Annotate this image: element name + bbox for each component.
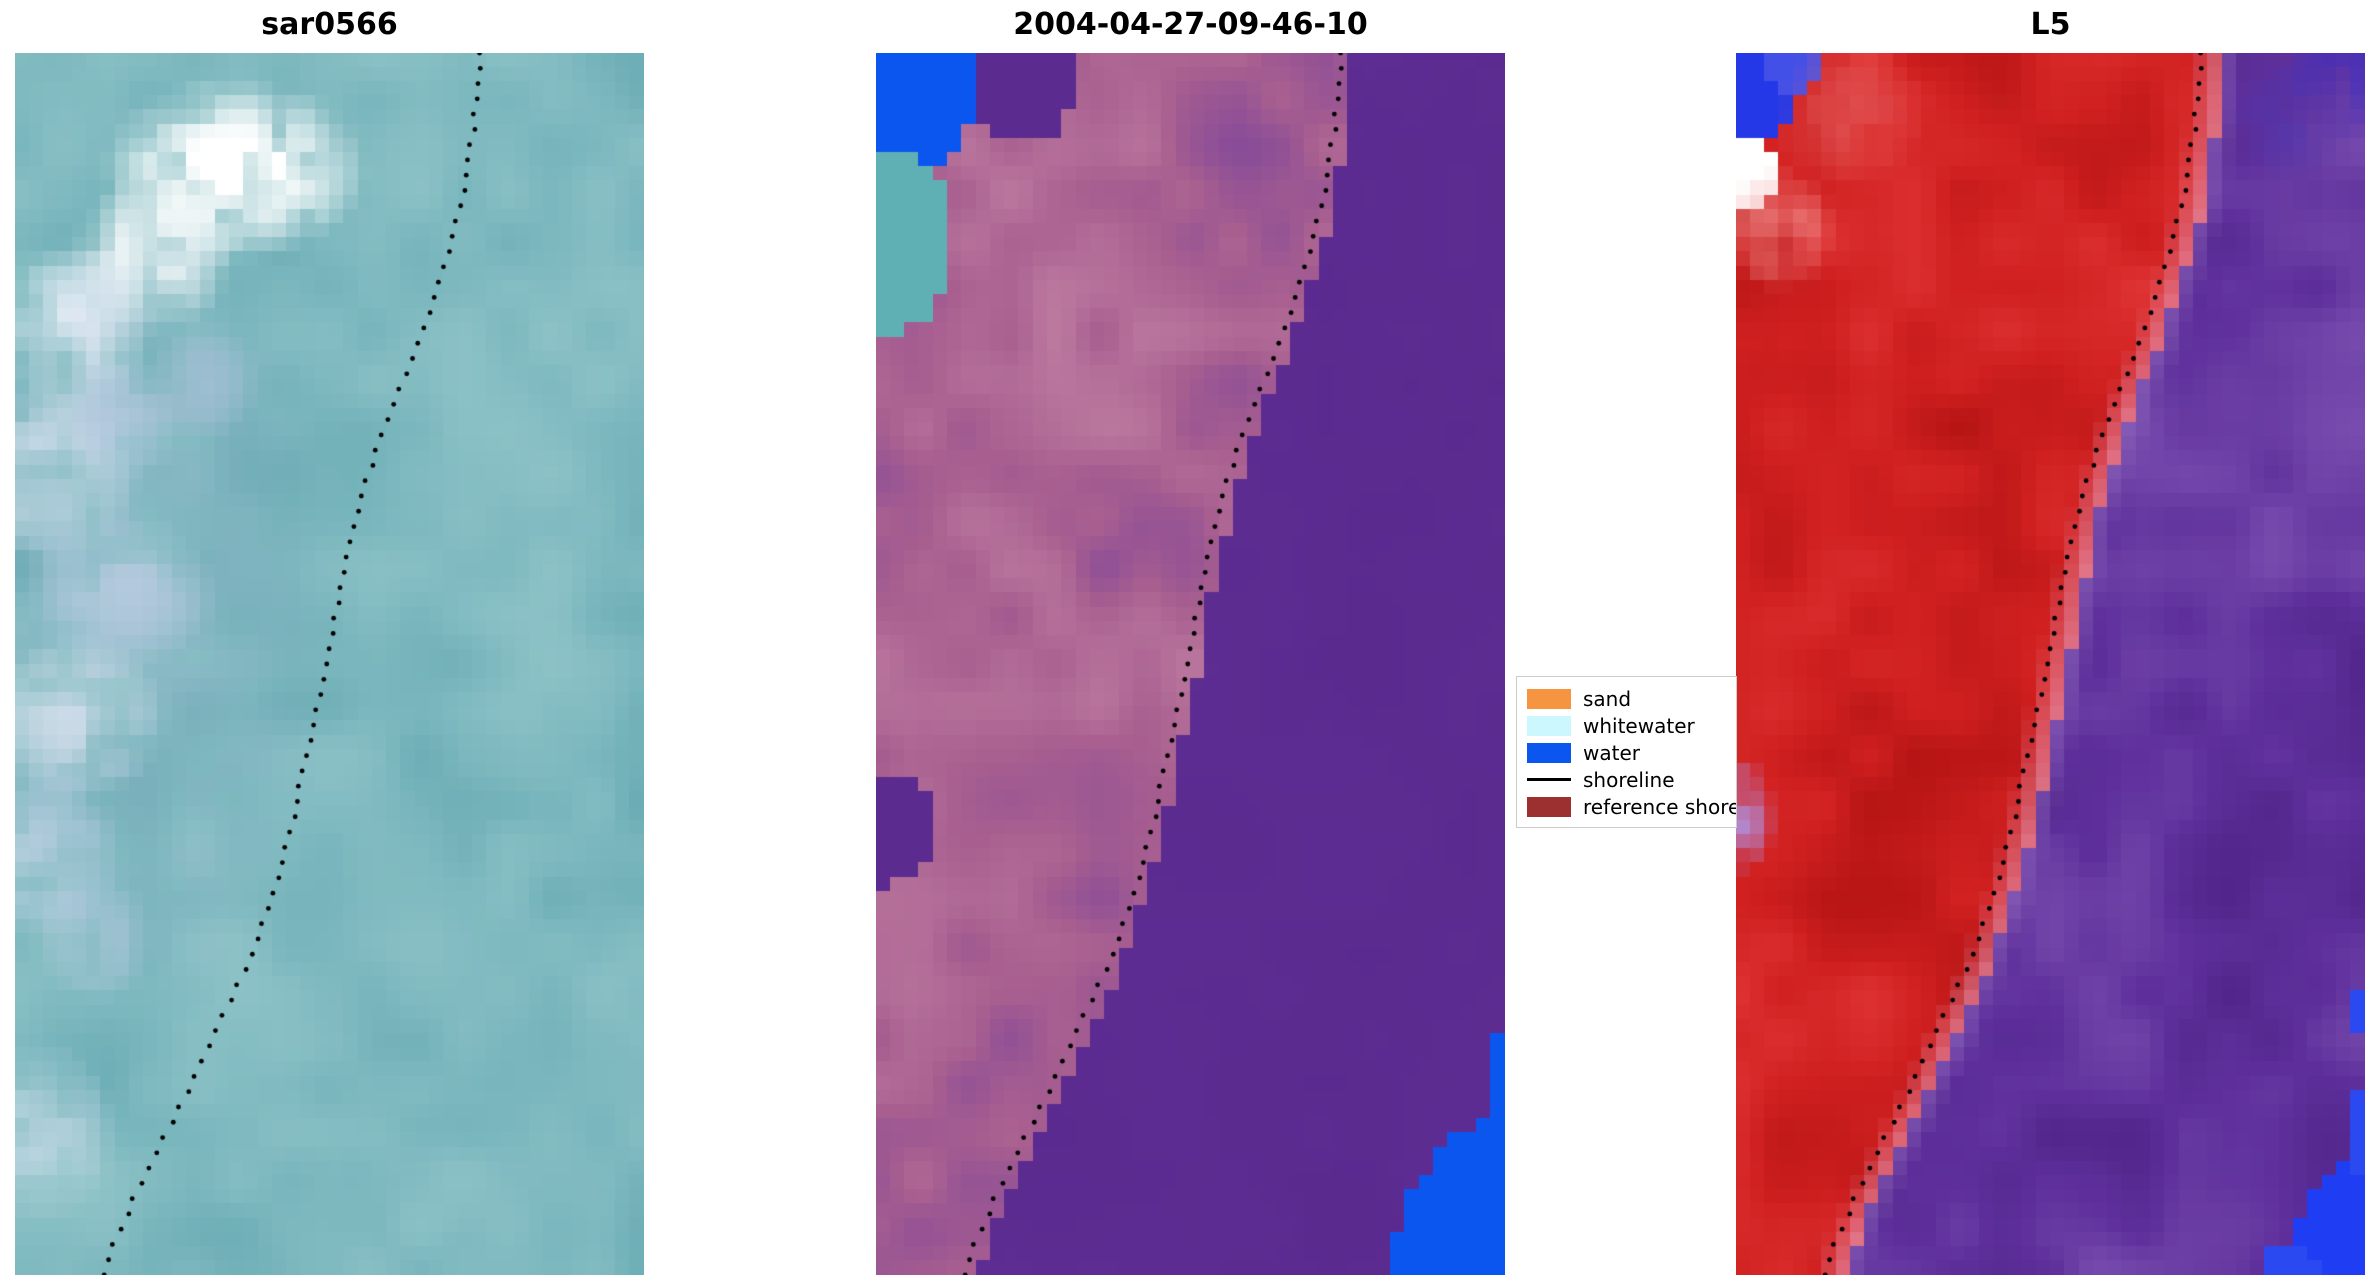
legend-swatch-reference-shoreline [1527,796,1571,817]
legend-label: sand [1583,686,1632,711]
panel-title: sar0566 [261,7,398,42]
panel-title: L5 [2030,7,2071,42]
panel-sar0566: sar0566 [15,7,644,1275]
legend-item-shoreline: shoreline [1527,766,1736,793]
legend-swatch-shoreline-line [1527,778,1571,781]
legend-label: water [1583,740,1640,765]
legend-item-whitewater: whitewater [1527,712,1736,739]
l5-image-canvas [1736,53,2365,1275]
legend-swatch-whitewater [1527,715,1571,736]
classified-image-canvas [876,53,1505,1275]
legend-swatch-water [1527,742,1571,763]
panel-title: 2004-04-27-09-46-10 [1013,7,1368,42]
legend-label: shoreline [1583,767,1675,792]
legend-item-water: water [1527,739,1736,766]
legend-label: reference shoreline [1583,794,1736,819]
legend-item-reference-shoreline: reference shoreline [1527,793,1736,820]
legend-item-sand: sand [1527,685,1736,712]
sar-image-canvas [15,53,644,1275]
panel-classified: 2004-04-27-09-46-10 [876,7,1505,1275]
legend: sand whitewater water shoreline referenc… [1516,676,1737,828]
legend-swatch-sand [1527,688,1571,709]
legend-label: whitewater [1583,713,1695,738]
panel-l5: L5 [1736,7,2365,1275]
